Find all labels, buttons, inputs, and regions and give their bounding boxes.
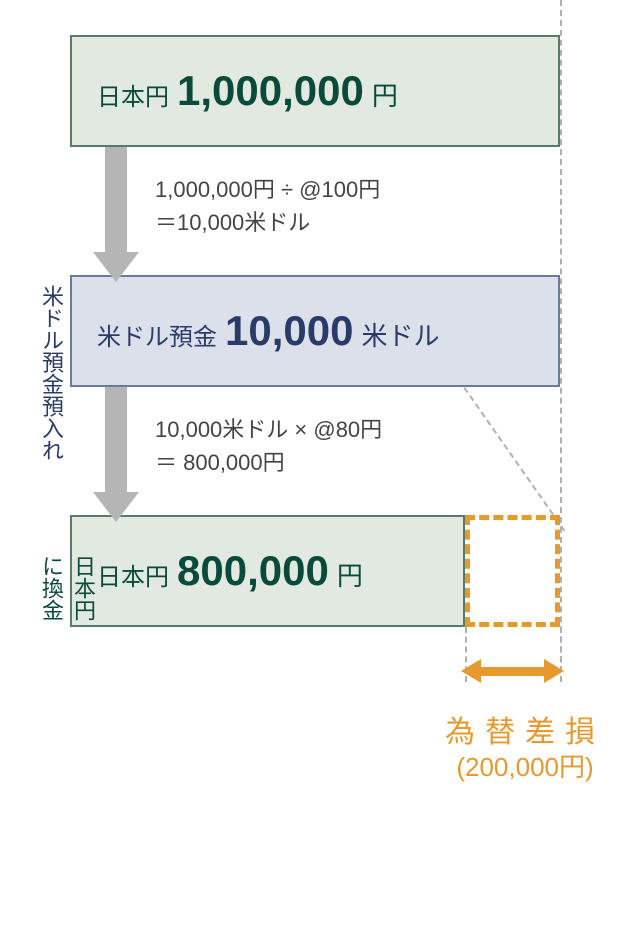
guide-line-right: [560, 0, 562, 682]
calc1-line1: 1,000,000円 ÷ @100円: [155, 173, 595, 206]
box1-value: 1,000,000: [177, 67, 364, 115]
box3-value: 800,000: [177, 547, 329, 595]
box2-value: 10,000: [225, 307, 353, 355]
side-label-deposit: 米ドル預金預入れ: [35, 285, 67, 461]
box1-label: 日本円: [97, 77, 169, 112]
loss-label: 為替差損: [425, 707, 625, 751]
box-usd-deposit: 米ドル預金 10,000 米ドル: [70, 275, 560, 387]
box3-label: 日本円: [97, 557, 169, 592]
box1-unit: 円: [372, 76, 398, 113]
box-jpy-initial: 日本円 1,000,000 円: [70, 35, 560, 147]
side-label-exchange: 日本円に換金: [35, 555, 99, 627]
calc2-line2: ＝ 800,000円: [155, 446, 595, 479]
loss-amount: (200,000円): [425, 747, 625, 784]
box-jpy-final: 日本円 800,000 円: [70, 515, 465, 627]
calc1-line2: ＝10,000米ドル: [155, 206, 595, 239]
calc2-line1: 10,000米ドル × @80円: [155, 413, 595, 446]
box3-unit: 円: [337, 556, 363, 593]
loss-box: [465, 515, 560, 627]
diagram-container: 日本円 1,000,000 円 1,000,000円 ÷ @100円 ＝10,0…: [35, 35, 595, 627]
calculation-1: 1,000,000円 ÷ @100円 ＝10,000米ドル: [155, 155, 595, 257]
box2-unit: 米ドル: [361, 316, 439, 353]
box2-label: 米ドル預金: [97, 317, 217, 352]
